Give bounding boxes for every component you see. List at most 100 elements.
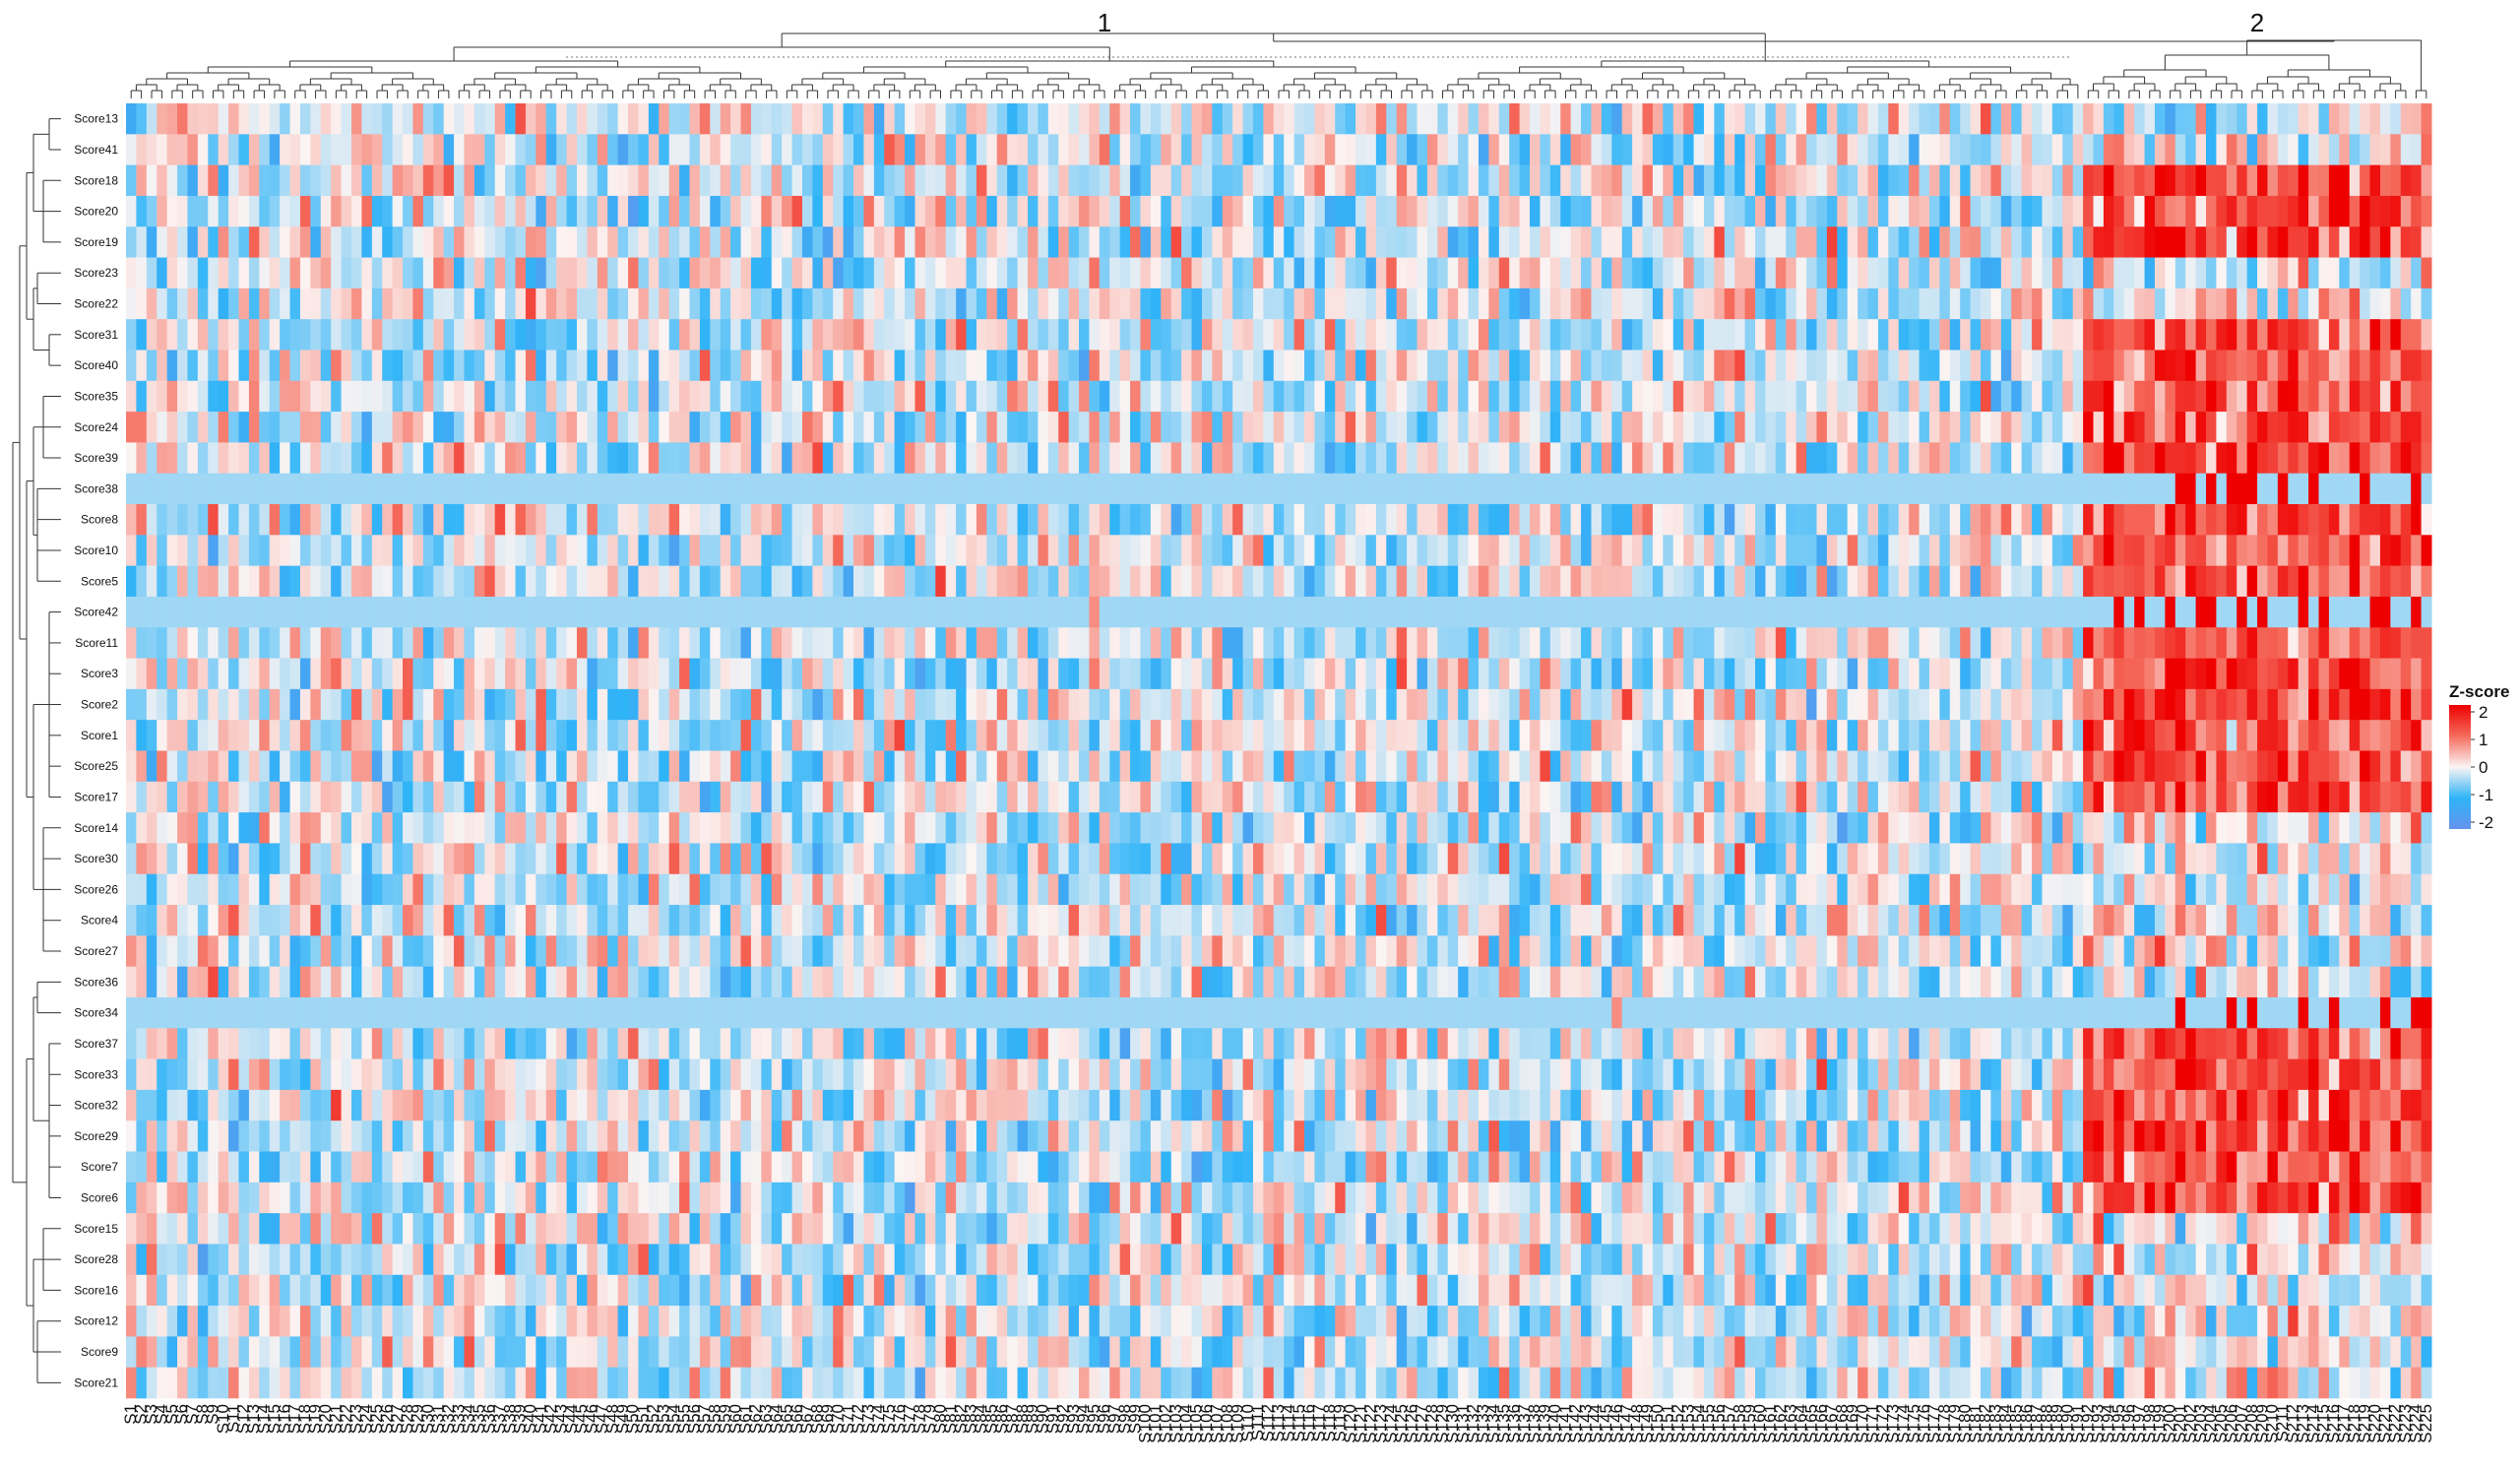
heatmap-cell [331,658,343,690]
heatmap-cell [1027,504,1039,536]
heatmap-cell [996,442,1008,475]
heatmap-cell [1140,195,1152,227]
heatmap-cell [2277,257,2289,289]
heatmap-cell [228,658,239,690]
heatmap-cell [1663,596,1674,628]
heatmap-cell [525,627,536,659]
heatmap-cell [1960,195,1972,227]
heatmap-cell [2267,226,2279,258]
heatmap-cell [1591,627,1603,659]
heatmap-cell [1140,473,1152,505]
heatmap-cell [1663,350,1674,382]
heatmap-cell [1509,473,1521,505]
heatmap-cell [1375,412,1387,443]
heatmap-cell [2011,226,2023,258]
heatmap-cell [1232,134,1244,165]
heatmap-cell [730,257,742,289]
heatmap-cell [2134,565,2146,598]
heatmap-cell [2032,226,2043,258]
heatmap-cell [331,164,343,197]
heatmap-cell [1581,288,1592,320]
heatmap-cell [1355,627,1366,659]
heatmap-cell [1919,627,1930,659]
heatmap-cell [1252,596,1264,628]
heatmap-cell [1191,226,1203,258]
heatmap-cell [1601,535,1612,566]
heatmap-cell [2072,412,2084,443]
heatmap-cell [1027,288,1039,320]
heatmap-cell [299,195,311,227]
heatmap-cell [1130,658,1141,690]
heatmap-cell [905,442,915,475]
heatmap-cell [1181,596,1193,628]
heatmap-cell [187,164,199,197]
heatmap-cell [1324,658,1336,690]
heatmap-cell [1672,535,1684,566]
heatmap-cell [1867,535,1879,566]
heatmap-cell [1765,627,1777,659]
heatmap-cell [1683,565,1695,598]
heatmap-cell [1478,380,1489,413]
heatmap-cell [1324,412,1336,443]
heatmap-cell [894,319,906,351]
heatmap-cell [689,565,701,598]
heatmap-cell [1683,380,1695,413]
heatmap-cell [1426,226,1438,258]
heatmap-cell [1765,442,1777,475]
heatmap-cell [484,380,496,413]
heatmap-cell [2298,627,2309,659]
heatmap-cell [1252,380,1264,413]
heatmap-cell [2083,627,2095,659]
heatmap-cell [1703,350,1715,382]
heatmap-cell [1119,195,1131,227]
heatmap-cell [2154,535,2166,566]
heatmap-cell [1775,103,1787,135]
heatmap-cell [1058,350,1070,382]
heatmap-cell [248,226,260,258]
heatmap-cell [2267,350,2279,382]
heatmap-cell [1970,504,1982,536]
heatmap-cell [1939,535,1951,566]
heatmap-cell [136,596,148,628]
heatmap-cell [2134,134,2146,165]
heatmap-cell [1816,288,1828,320]
heatmap-cell [443,658,455,690]
heatmap-cell [1293,103,1305,135]
heatmap-cell [1058,565,1070,598]
heatmap-cell [884,134,896,165]
heatmap-cell [771,257,783,289]
heatmap-cell [2421,226,2432,258]
heatmap-cell [873,473,885,505]
heatmap-cell [1161,535,1172,566]
heatmap-cell [2154,596,2166,628]
heatmap-cell [1293,627,1305,659]
heatmap-cell [2011,504,2023,536]
heatmap-cell [1386,164,1398,197]
heatmap-cell [177,596,188,628]
heatmap-cell [1109,412,1121,443]
heatmap-cell [1909,195,1921,227]
heatmap-cell [1017,535,1029,566]
heatmap-cell [1161,350,1172,382]
heatmap-cell [2379,627,2391,659]
heatmap-cell [1744,257,1756,289]
heatmap-cell [1293,164,1305,197]
heatmap-cell [556,134,568,165]
heatmap-cell [1079,412,1090,443]
heatmap-cell [1734,134,1746,165]
heatmap-cell [525,226,536,258]
heatmap-cell [566,412,578,443]
heatmap-cell [689,473,701,505]
heatmap-cell [208,535,220,566]
heatmap-cell [412,412,424,443]
heatmap-cell [228,627,239,659]
heatmap-cell [863,164,875,197]
heatmap-cell [843,535,854,566]
heatmap-cell [679,319,690,351]
heatmap-cell [1468,319,1480,351]
heatmap-cell [208,288,220,320]
heatmap-cell [2308,627,2319,659]
heatmap-cell [1284,380,1295,413]
heatmap-cell [1201,226,1213,258]
heatmap-cell [710,658,722,690]
